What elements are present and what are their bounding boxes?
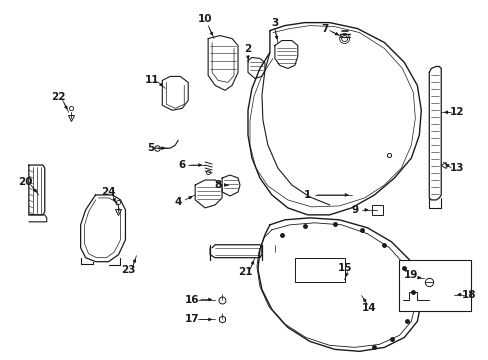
Text: 16: 16 bbox=[184, 294, 199, 305]
Text: 17: 17 bbox=[184, 314, 199, 324]
Text: 9: 9 bbox=[350, 205, 357, 215]
Text: 5: 5 bbox=[146, 143, 154, 153]
Text: 19: 19 bbox=[404, 270, 418, 280]
Text: 21: 21 bbox=[237, 267, 252, 276]
Text: 13: 13 bbox=[449, 163, 464, 173]
Text: 22: 22 bbox=[51, 92, 66, 102]
Text: 10: 10 bbox=[198, 14, 212, 24]
Text: 7: 7 bbox=[320, 24, 328, 33]
Text: 11: 11 bbox=[145, 75, 159, 85]
Text: 18: 18 bbox=[461, 289, 475, 300]
Text: 8: 8 bbox=[214, 180, 221, 190]
Text: 24: 24 bbox=[101, 187, 116, 197]
Text: 3: 3 bbox=[271, 18, 278, 28]
Text: 1: 1 bbox=[304, 190, 311, 200]
Text: 12: 12 bbox=[449, 107, 464, 117]
Text: 2: 2 bbox=[244, 44, 251, 54]
Text: 15: 15 bbox=[337, 263, 351, 273]
Text: 14: 14 bbox=[362, 302, 376, 312]
Bar bbox=[371, 205, 383, 215]
Text: 4: 4 bbox=[174, 197, 182, 207]
Text: 23: 23 bbox=[121, 265, 136, 275]
Bar bbox=[399, 260, 470, 311]
Text: 20: 20 bbox=[19, 177, 33, 187]
Text: 6: 6 bbox=[178, 160, 185, 170]
Bar bbox=[294, 258, 344, 282]
